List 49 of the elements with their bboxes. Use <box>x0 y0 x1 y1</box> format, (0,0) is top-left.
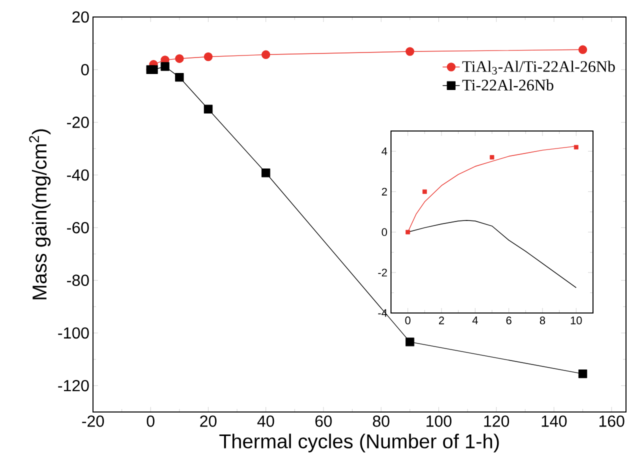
x-tick-label: 100 <box>426 416 452 427</box>
y-tick-label: 20 <box>72 11 89 23</box>
x-tick-label: 10 <box>570 316 582 324</box>
x-tick-label: 6 <box>506 316 512 324</box>
x-axis-title: Thermal cycles (Number of 1-h) <box>219 434 499 452</box>
point <box>262 50 270 59</box>
x-tick-label: 40 <box>257 416 274 427</box>
y-tick-label: -60 <box>67 222 89 234</box>
point <box>406 47 414 56</box>
x-tick-label: 2 <box>438 316 444 324</box>
y-tick-label: 4 <box>382 147 388 156</box>
point <box>406 230 410 234</box>
y-tick-label: -2 <box>378 268 387 276</box>
point <box>262 168 270 178</box>
x-tick-label: 0 <box>405 316 410 324</box>
x-tick-label: 140 <box>542 416 567 427</box>
y-tick-label: -100 <box>58 327 89 339</box>
y-tick-label: 0 <box>382 228 388 236</box>
x-tick-label: 160 <box>599 416 624 427</box>
y-tick-label: -40 <box>67 169 89 181</box>
point <box>149 65 158 74</box>
x-tick-label: 80 <box>372 416 390 427</box>
point <box>204 52 213 62</box>
y-tick-label: 2 <box>382 188 387 196</box>
y-tick-label: -80 <box>67 274 89 286</box>
x-tick-label: 120 <box>484 416 510 427</box>
x-tick-label: 60 <box>315 416 332 427</box>
point <box>574 144 578 150</box>
x-tick-label: -20 <box>82 416 104 427</box>
point <box>578 369 588 378</box>
point <box>490 155 494 160</box>
point <box>160 62 170 71</box>
x-tick-label: 0 <box>146 416 154 427</box>
y-tick-label: 0 <box>81 64 89 76</box>
line-series <box>407 220 577 288</box>
y-tick-label: -120 <box>58 380 89 392</box>
point <box>578 45 588 54</box>
legend-label: Ti-22Al-26Nb <box>462 79 554 91</box>
x-tick-label: 4 <box>472 316 478 324</box>
point <box>406 338 414 346</box>
point <box>422 189 427 194</box>
x-tick-label: 20 <box>200 416 217 427</box>
x-tick-label: 8 <box>540 316 546 324</box>
y-axis-title: Mass gain(mg/cm$^{2}$) <box>29 129 51 300</box>
point <box>175 72 184 82</box>
point <box>204 104 213 114</box>
point <box>175 54 184 63</box>
y-tick-label: -20 <box>67 116 89 128</box>
legend-label: TiAl$_{3}$-Al/Ti-22Al-26Nb <box>462 60 615 74</box>
